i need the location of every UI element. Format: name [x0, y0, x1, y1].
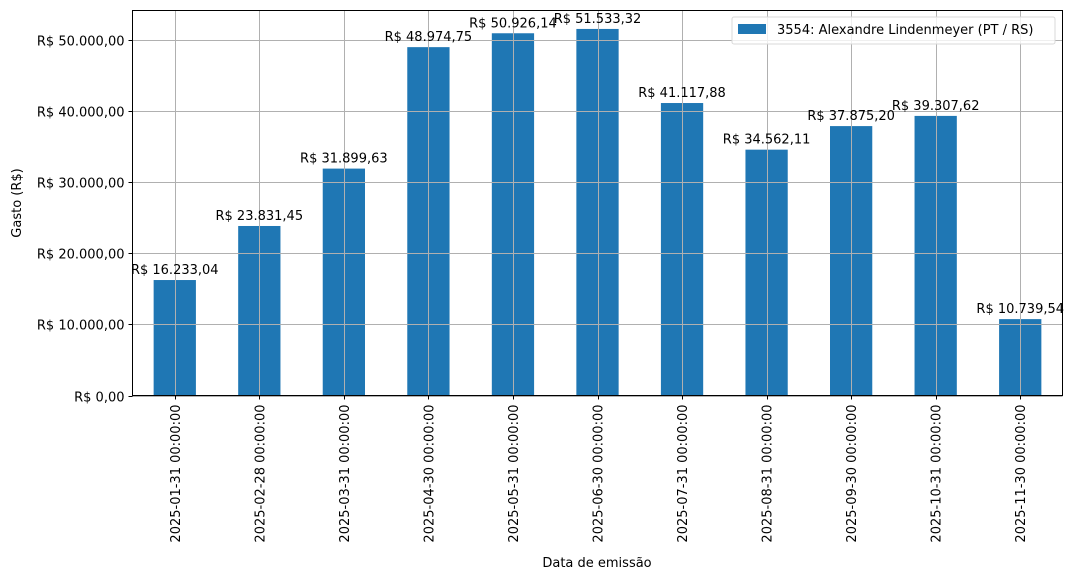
x-axis: 2025-01-31 00:00:00 2025-02-28 00:00:00 20…: [169, 395, 1029, 543]
x-tick-label: 2025-11-30 00:00:00: [1014, 405, 1029, 543]
x-tick-label: 2025-02-28 00:00:00: [253, 405, 268, 543]
x-tick-label: 2025-01-31 00:00:00: [169, 405, 184, 543]
x-axis-title: Data de emissão: [542, 556, 651, 571]
y-axis: R$ 0,00 R$ 10.000,00 R$ 20.000,00 R$ 30.000…: [37, 35, 133, 406]
x-tick-label: 2025-10-31 00:00:00: [930, 405, 945, 543]
bar-value-label: R$ 10.739,54: [976, 302, 1064, 317]
x-tick-label: 2025-05-31 00:00:00: [507, 405, 522, 543]
bar: [153, 280, 196, 396]
legend-swatch: [738, 24, 766, 34]
bar-value-label: R$ 31.899,63: [300, 152, 388, 167]
bar-value-label: R$ 37.875,20: [807, 109, 895, 124]
legend-label: 3554: Alexandre Lindenmeyer (PT / RS): [777, 23, 1033, 38]
bar-value-label: R$ 39.307,62: [892, 99, 980, 114]
x-tick-label: 2025-07-31 00:00:00: [676, 405, 691, 543]
bar-value-label: R$ 34.562,11: [723, 133, 811, 148]
bar-value-label: R$ 23.831,45: [216, 209, 304, 224]
bar: [491, 33, 535, 396]
bar-value-label: R$ 41.117,88: [638, 86, 726, 101]
bar: [322, 168, 365, 396]
bars: [153, 28, 1042, 396]
y-tick-label: R$ 50.000,00: [37, 35, 125, 50]
legend-box: [731, 16, 1056, 45]
bar: [914, 115, 957, 396]
bar: [576, 28, 619, 396]
y-axis-title: Gasto (R$): [10, 168, 25, 237]
bar-value-label: R$ 16.233,04: [131, 263, 219, 278]
bar: [745, 149, 788, 396]
legend: 3554: Alexandre Lindenmeyer (PT / RS): [731, 16, 1056, 45]
x-tick-label: 2025-04-30 00:00:00: [422, 405, 437, 543]
y-tick-label: R$ 30.000,00: [37, 177, 125, 192]
y-tick-label: R$ 20.000,00: [37, 248, 125, 263]
x-tick-label: 2025-08-31 00:00:00: [761, 405, 776, 543]
bar-value-labels: R$ 16.233,04 R$ 23.831,45 R$ 31.899,63 R$ 4…: [131, 12, 1064, 317]
y-tick-label: R$ 10.000,00: [37, 319, 125, 334]
plot-frame: [132, 10, 1063, 396]
x-tick-label: 2025-09-30 00:00:00: [845, 405, 860, 543]
y-tick-label: R$ 0,00: [74, 391, 124, 406]
bar-value-label: R$ 50.926,14: [469, 16, 557, 31]
y-tick-label: R$ 40.000,00: [37, 106, 125, 121]
bar-value-label: R$ 51.533,32: [554, 12, 642, 27]
x-tick-label: 2025-03-31 00:00:00: [338, 405, 353, 543]
bar-value-label: R$ 48.974,75: [385, 30, 473, 45]
x-tick-label: 2025-06-30 00:00:00: [592, 405, 607, 543]
